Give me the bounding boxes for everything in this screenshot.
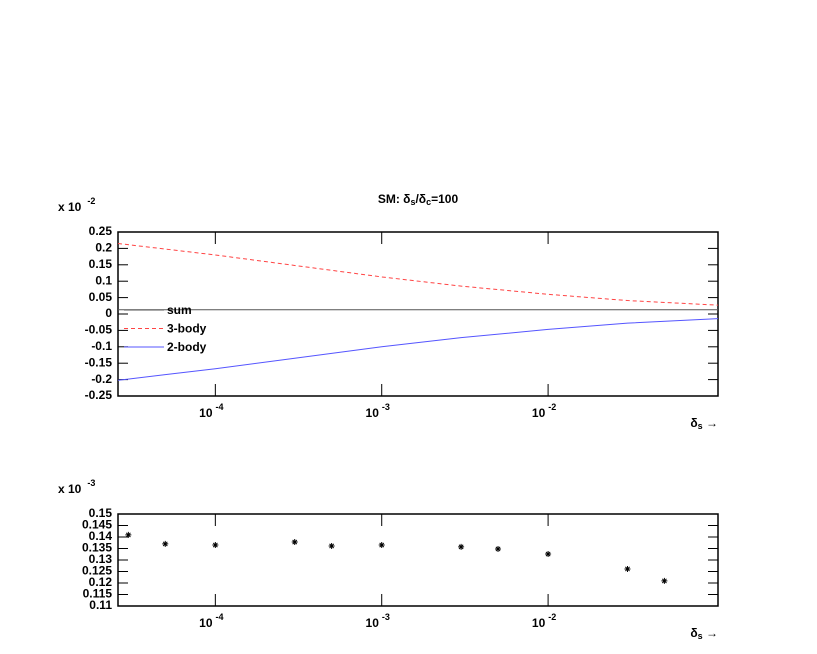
x-tick-label: 10 -4: [199, 612, 223, 630]
y-tick-label: 0.15: [89, 257, 113, 271]
series-line: [117, 318, 719, 381]
x-tick-exponent: -3: [382, 402, 390, 412]
y-tick-label: 0.05: [89, 290, 113, 304]
x-label-part: δ: [690, 626, 697, 640]
point: [378, 542, 385, 549]
title-part: c: [426, 197, 431, 207]
y-tick-label: 0.115: [83, 587, 113, 601]
y-scale-label: x 10 -3: [58, 478, 95, 496]
x-tick-label: 10 -2: [532, 402, 556, 420]
y-tick-label: 0.125: [82, 564, 112, 578]
y-tick-label: -0.05: [85, 323, 113, 337]
plot-frame: [117, 231, 719, 397]
title-part: SM: δ: [378, 192, 411, 206]
x-tick-base: 10: [199, 406, 213, 420]
point: [495, 545, 502, 552]
title-part: /δ: [415, 192, 426, 206]
point: [624, 565, 631, 572]
point: [125, 531, 132, 538]
y-tick-label: 0: [105, 306, 112, 320]
scale-exponent: -2: [87, 196, 95, 206]
x-tick-label: 10 -2: [532, 612, 556, 630]
point: [458, 543, 465, 550]
x-tick-base: 10: [366, 616, 380, 630]
y-tick-label: 0.11: [89, 598, 112, 612]
y-tick-label: -0.1: [91, 339, 112, 353]
x-tick-base: 10: [532, 616, 546, 630]
title-part: s: [410, 197, 415, 207]
x-tick-label: 10 -3: [366, 612, 390, 630]
x-label-part: →: [703, 416, 718, 430]
x-label-part: →: [703, 626, 718, 640]
x-label-part: s: [698, 421, 703, 431]
y-tick-label: -0.25: [85, 388, 113, 402]
x-tick-base: 10: [532, 406, 546, 420]
y-tick-label: 0.135: [82, 541, 112, 555]
y-tick-label: 0.2: [95, 241, 112, 255]
x-label-part: s: [698, 631, 703, 641]
series-line: [117, 242, 719, 306]
x-tick-exponent: -4: [216, 402, 224, 412]
scale-base: x 10: [58, 482, 82, 496]
y-tick-label: 0.12: [89, 575, 113, 589]
plot-frame: [117, 513, 719, 607]
x-tick-label: 10 -3: [366, 402, 390, 420]
title-part: =100: [431, 192, 458, 206]
x-tick-base: 10: [366, 406, 380, 420]
x-axis-label: δs →: [690, 416, 718, 431]
legend-label: 2-body: [167, 340, 207, 354]
scale-base: x 10: [58, 200, 82, 214]
y-tick-label: 0.1: [95, 273, 112, 287]
legend-label: sum: [167, 303, 192, 317]
y-tick-label: 0.13: [89, 552, 113, 566]
y-tick-label: 0.25: [89, 224, 113, 238]
chart-title: SM: δs/δc=100: [378, 192, 459, 207]
x-tick-exponent: -2: [548, 612, 556, 622]
x-axis-label: δs →: [690, 626, 718, 641]
scale-exponent: -3: [87, 478, 95, 488]
point: [291, 539, 298, 546]
point: [162, 540, 169, 547]
x-tick-exponent: -3: [382, 612, 390, 622]
y-tick-label: -0.15: [85, 355, 113, 369]
x-tick-label: 10 -4: [199, 402, 223, 420]
y-tick-label: 0.14: [89, 529, 113, 543]
y-tick-label: 0.145: [82, 518, 112, 532]
x-label-part: δ: [690, 416, 697, 430]
y-tick-label: 0.15: [89, 506, 113, 520]
point: [545, 551, 552, 558]
x-tick-exponent: -2: [548, 402, 556, 412]
x-tick-exponent: -4: [216, 612, 224, 622]
y-tick-label: -0.2: [91, 372, 112, 386]
point: [212, 542, 219, 549]
x-tick-base: 10: [199, 616, 213, 630]
y-scale-label: x 10 -2: [58, 196, 95, 214]
point: [661, 577, 668, 584]
point: [328, 542, 335, 549]
legend-label: 3-body: [167, 322, 207, 336]
